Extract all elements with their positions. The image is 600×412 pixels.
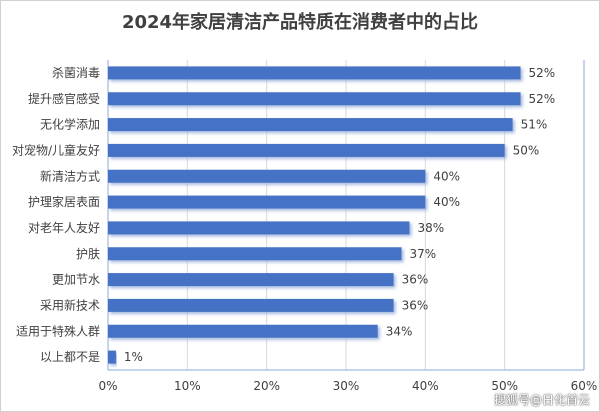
category-label: 杀菌消毒: [52, 65, 100, 80]
bar: [108, 324, 378, 338]
bar: [108, 143, 505, 157]
value-label: 52%: [529, 66, 556, 80]
category-label: 对宠物/儿童友好: [12, 142, 100, 157]
value-label: 34%: [386, 324, 413, 338]
category-label: 对老年人友好: [28, 221, 100, 235]
chart-title: 2024年家居清洁产品特质在消费者中的占比: [121, 12, 479, 33]
category-label: 新清洁方式: [40, 168, 100, 183]
value-label: 36%: [402, 273, 429, 287]
x-tick-label: 0%: [98, 379, 117, 393]
bar: [108, 273, 394, 287]
value-label: 36%: [402, 298, 429, 312]
category-label: 提升感官感受: [28, 91, 100, 106]
x-tick-label: 10%: [174, 379, 201, 393]
value-label: 40%: [433, 195, 460, 209]
watermark: 搜狐号@日化首云: [493, 393, 590, 407]
category-label: 适用于特殊人群: [16, 323, 100, 338]
value-label: 51%: [521, 118, 548, 132]
bars: [108, 66, 521, 364]
bar: [108, 221, 410, 235]
category-label: 无化学添加: [40, 117, 100, 132]
bar: [108, 350, 116, 364]
category-label: 采用新技术: [40, 297, 100, 312]
category-label: 护理家居表面: [28, 194, 100, 209]
x-tick-label: 20%: [253, 379, 280, 393]
bar: [108, 118, 513, 132]
x-tick-label: 50%: [491, 379, 518, 393]
category-label: 护肤: [76, 246, 100, 261]
x-tick-label: 40%: [412, 379, 439, 393]
value-label: 50%: [513, 143, 540, 157]
bar: [108, 247, 402, 261]
value-label: 52%: [529, 92, 556, 106]
bar: [108, 92, 521, 106]
value-label: 38%: [417, 221, 444, 235]
x-tick-label: 60%: [571, 379, 598, 393]
value-label: 37%: [410, 247, 437, 261]
bar: [108, 195, 426, 209]
value-label: 1%: [124, 350, 143, 364]
category-label: 以上都不是: [40, 350, 100, 364]
bar: [108, 66, 521, 80]
bar: [108, 169, 426, 183]
x-tick-label: 30%: [333, 379, 360, 393]
bar: [108, 298, 394, 312]
value-label: 40%: [433, 169, 460, 183]
category-label: 更加节水: [52, 273, 100, 287]
